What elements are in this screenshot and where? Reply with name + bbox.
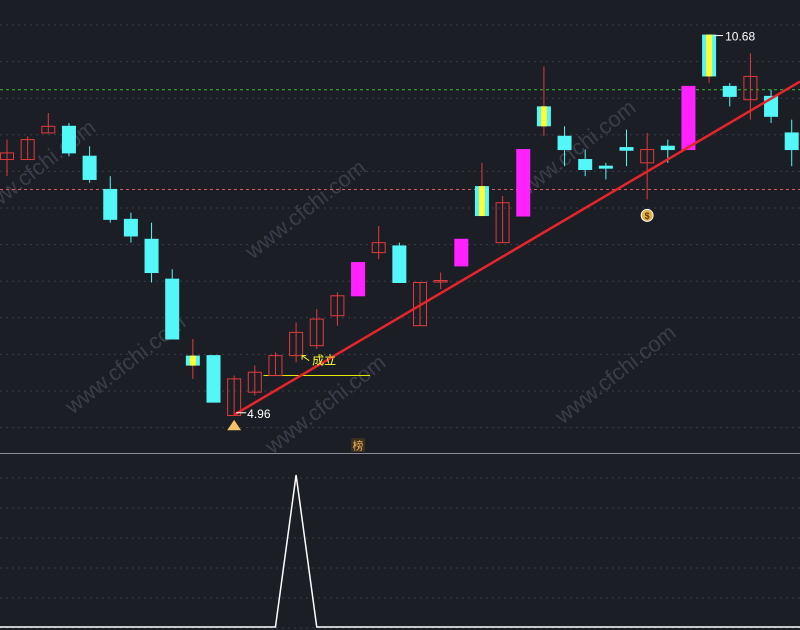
candle xyxy=(247,365,262,396)
candle-body xyxy=(247,371,262,393)
candle xyxy=(20,136,35,161)
candle-body xyxy=(578,159,593,171)
candle-body xyxy=(722,85,737,97)
candle xyxy=(227,375,242,416)
candle xyxy=(495,196,510,244)
candle xyxy=(206,355,221,403)
candle xyxy=(598,162,613,180)
candle-body xyxy=(206,355,221,403)
candle-body xyxy=(392,245,407,283)
candle xyxy=(82,146,97,183)
candle xyxy=(351,262,366,297)
candle-body xyxy=(268,355,283,377)
candle-body-core xyxy=(706,34,713,77)
board-badge-bg xyxy=(351,438,366,452)
candle xyxy=(578,149,593,177)
candle-body xyxy=(103,188,118,220)
candle-body xyxy=(330,295,345,317)
candle-body xyxy=(660,145,675,151)
candle xyxy=(536,66,551,137)
candle xyxy=(681,85,696,151)
candle-body xyxy=(681,85,696,151)
signal-arrow xyxy=(301,355,310,362)
candle xyxy=(557,126,572,167)
candle xyxy=(454,238,469,267)
signal-label: 成立 xyxy=(312,353,336,368)
candle xyxy=(103,176,118,223)
trendline xyxy=(233,80,800,416)
candle xyxy=(433,272,448,290)
candle-body xyxy=(351,262,366,297)
candle xyxy=(41,113,56,134)
candle xyxy=(61,122,76,157)
candle-body xyxy=(743,75,758,101)
candle-body xyxy=(20,139,35,161)
candle-body xyxy=(619,147,634,151)
candle xyxy=(722,83,737,107)
candle-body-core xyxy=(478,186,485,217)
candle-body xyxy=(413,282,427,327)
candle-body xyxy=(433,280,448,283)
candle-body xyxy=(598,165,613,169)
candle-body xyxy=(0,152,14,161)
candle-body xyxy=(454,238,469,267)
low-price-label: 4.96 xyxy=(247,407,271,421)
candle-body xyxy=(495,202,510,244)
candle-body xyxy=(144,238,159,274)
candle xyxy=(640,132,655,200)
candle xyxy=(185,339,200,379)
candle-body xyxy=(165,278,180,340)
watermark-text: www.cfchi.com xyxy=(550,319,681,429)
candle xyxy=(330,292,345,326)
candle xyxy=(123,212,138,243)
high-price-label: 10.68 xyxy=(725,30,755,44)
candle xyxy=(144,222,159,283)
candle xyxy=(309,309,324,349)
candle xyxy=(165,269,180,340)
indicator-line xyxy=(0,474,800,628)
candle-body xyxy=(61,125,76,154)
candle-body xyxy=(82,155,97,180)
candle-body xyxy=(227,378,242,416)
candle xyxy=(743,53,758,120)
candle-body xyxy=(557,135,572,151)
signal-arrow-head xyxy=(301,355,307,360)
candle-body xyxy=(289,331,304,357)
candle xyxy=(619,129,634,167)
candle-body xyxy=(784,132,799,151)
board-badge: 榜 xyxy=(353,439,364,453)
candle xyxy=(0,139,14,177)
money-bag-symbol: $ xyxy=(645,211,650,221)
candle xyxy=(474,162,489,217)
bottom-marker-icon xyxy=(227,419,242,431)
money-bag-icon xyxy=(640,208,654,222)
candle-body-core xyxy=(540,106,547,127)
candle-body xyxy=(309,318,324,347)
candle-body xyxy=(123,218,138,237)
candle-body xyxy=(516,149,531,217)
candle-body-core xyxy=(189,355,196,366)
candle xyxy=(784,119,799,167)
candle-body xyxy=(640,149,655,164)
candle xyxy=(516,149,531,217)
candle xyxy=(702,34,717,84)
candle xyxy=(392,242,407,283)
candle xyxy=(268,352,283,377)
candle xyxy=(371,226,386,260)
candle-body xyxy=(41,125,56,134)
candle-body xyxy=(371,242,386,254)
candle xyxy=(289,322,304,363)
